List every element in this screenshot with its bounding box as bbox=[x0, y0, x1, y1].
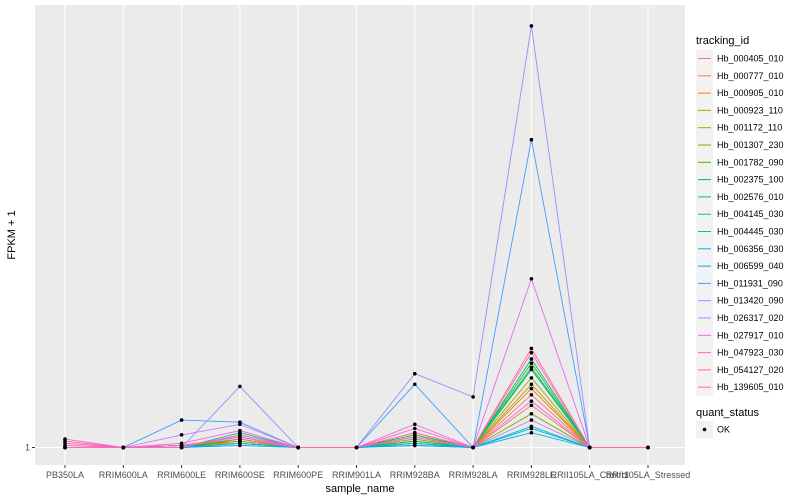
legend-label: Hb_047923_030 bbox=[717, 348, 784, 358]
data-point-Hb_013420_090 bbox=[413, 371, 417, 376]
x-tick-label: RRIM600LE bbox=[157, 470, 206, 480]
data-point-Hb_047923_030 bbox=[529, 399, 534, 403]
data-point-Hb_006356_030 bbox=[529, 430, 534, 435]
data-point-Hb_011931_090 bbox=[529, 137, 534, 142]
data-point-Hb_054127_020 bbox=[413, 426, 417, 431]
data-point-Hb_047923_030 bbox=[238, 428, 242, 433]
y-axis-ticks: 1 bbox=[25, 443, 35, 453]
x-tick-label: RRII105LA_Stressed bbox=[606, 470, 691, 480]
data-point-Hb_013420_090 bbox=[529, 24, 534, 28]
legend-label: Hb_011931_090 bbox=[717, 278, 783, 288]
panel-background bbox=[35, 5, 685, 465]
data-point-Hb_139605_010 bbox=[413, 430, 417, 435]
x-tick-label: RRIM600LA bbox=[99, 470, 148, 480]
legend-label: Hb_004445_030 bbox=[717, 227, 784, 237]
data-point-Hb_000405_010 bbox=[529, 393, 534, 397]
data-point-Hb_054127_020 bbox=[529, 350, 534, 355]
legend-label: Hb_006599_040 bbox=[717, 261, 784, 271]
data-point-Hb_011931_090 bbox=[179, 418, 184, 422]
x-tick-label: RRII105LA_Control bbox=[551, 470, 629, 480]
data-point-Hb_013420_090 bbox=[238, 384, 242, 389]
y-axis-title: FPKM + 1 bbox=[6, 210, 18, 259]
legend-label: Hb_000905_010 bbox=[717, 88, 784, 98]
data-point-Hb_139605_010 bbox=[179, 443, 184, 448]
x-axis-ticks: PB350LA RRIM600LA RRIM600LE RRIM600SE RRIM60… bbox=[46, 465, 690, 480]
legend-label: Hb_001782_090 bbox=[717, 157, 784, 167]
legend-label: Hb_002576_010 bbox=[717, 192, 784, 202]
data-point-Hb_000923_110 bbox=[529, 382, 534, 387]
legend-label: Hb_002375_100 bbox=[717, 175, 784, 185]
x-tick-label: RRIM928BA bbox=[390, 470, 440, 480]
data-point-Hb_001782_090 bbox=[529, 361, 534, 365]
legend-label: Hb_000777_010 bbox=[717, 71, 784, 81]
x-tick-label: RRIM901LA bbox=[332, 470, 381, 480]
data-point-Hb_026317_020 bbox=[529, 418, 534, 422]
data-points bbox=[63, 24, 650, 450]
data-point-Hb_000777_010 bbox=[529, 403, 534, 408]
data-point-Hb_139605_010 bbox=[63, 439, 67, 443]
legend-label: Hb_026317_020 bbox=[717, 313, 784, 323]
legend-title: tracking_id bbox=[696, 35, 749, 47]
data-point-Hb_047923_030 bbox=[413, 422, 417, 427]
x-tick-label: RRIM928LE bbox=[507, 470, 556, 480]
x-tick-label: RRIM600PE bbox=[273, 470, 323, 480]
quant-status-legend: quant_status OK bbox=[696, 407, 759, 438]
data-point-Hb_001307_230 bbox=[529, 411, 534, 416]
quant-status-key-point bbox=[702, 427, 707, 432]
data-point-Hb_011931_090 bbox=[413, 382, 417, 387]
data-point-Hb_139605_010 bbox=[471, 445, 475, 450]
legend-label: Hb_027917_010 bbox=[717, 330, 784, 340]
data-point-Hb_026317_020 bbox=[179, 433, 184, 437]
tracking-id-legend: tracking_id Hb_000405_010 Hb_000777_010 Hb… bbox=[696, 35, 784, 396]
legend-label: Hb_000923_110 bbox=[717, 105, 783, 115]
legend-label: Hb_013420_090 bbox=[717, 296, 784, 306]
data-point-Hb_027917_010 bbox=[413, 435, 417, 439]
data-point-Hb_026317_020 bbox=[238, 422, 242, 427]
legend-label: Hb_004145_030 bbox=[717, 209, 784, 219]
data-point-Hb_000905_010 bbox=[529, 386, 534, 391]
data-point-Hb_027917_010 bbox=[529, 277, 534, 281]
x-tick-label: RRIM928LA bbox=[449, 470, 498, 480]
x-axis-title: sample_name bbox=[325, 483, 394, 495]
data-point-Hb_006599_040 bbox=[238, 443, 242, 448]
y-tick-label: 1 bbox=[25, 443, 30, 453]
data-point-Hb_002576_010 bbox=[529, 357, 534, 361]
data-point-Hb_027917_010 bbox=[63, 445, 67, 450]
legend-label: Hb_054127_020 bbox=[717, 365, 784, 375]
data-point-Hb_139605_010 bbox=[296, 445, 301, 450]
data-point-Hb_139605_010 bbox=[238, 437, 242, 441]
data-point-Hb_139605_010 bbox=[121, 445, 126, 450]
data-point-Hb_004145_030 bbox=[529, 365, 534, 370]
data-point-Hb_006599_040 bbox=[529, 426, 534, 431]
data-point-Hb_139605_010 bbox=[529, 346, 534, 351]
data-point-Hb_001172_110 bbox=[529, 376, 534, 380]
legend-label: Hb_000405_010 bbox=[717, 54, 784, 64]
data-point-Hb_006599_040 bbox=[413, 443, 417, 448]
quant-status-legend-title: quant_status bbox=[696, 407, 759, 419]
data-point-Hb_139605_010 bbox=[354, 445, 359, 450]
legend-label: Hb_001172_110 bbox=[717, 123, 782, 133]
data-point-Hb_139605_010 bbox=[646, 445, 650, 450]
legend-label: Hb_006356_030 bbox=[717, 244, 784, 254]
quant-status-label: OK bbox=[717, 425, 730, 435]
legend-label: Hb_139605_010 bbox=[717, 382, 784, 392]
data-point-Hb_139605_010 bbox=[587, 445, 592, 450]
x-tick-label: RRIM600SE bbox=[215, 470, 265, 480]
legend-label: Hb_001307_230 bbox=[717, 140, 784, 150]
data-point-Hb_013420_090 bbox=[471, 395, 475, 399]
x-tick-label: PB350LA bbox=[46, 470, 84, 480]
